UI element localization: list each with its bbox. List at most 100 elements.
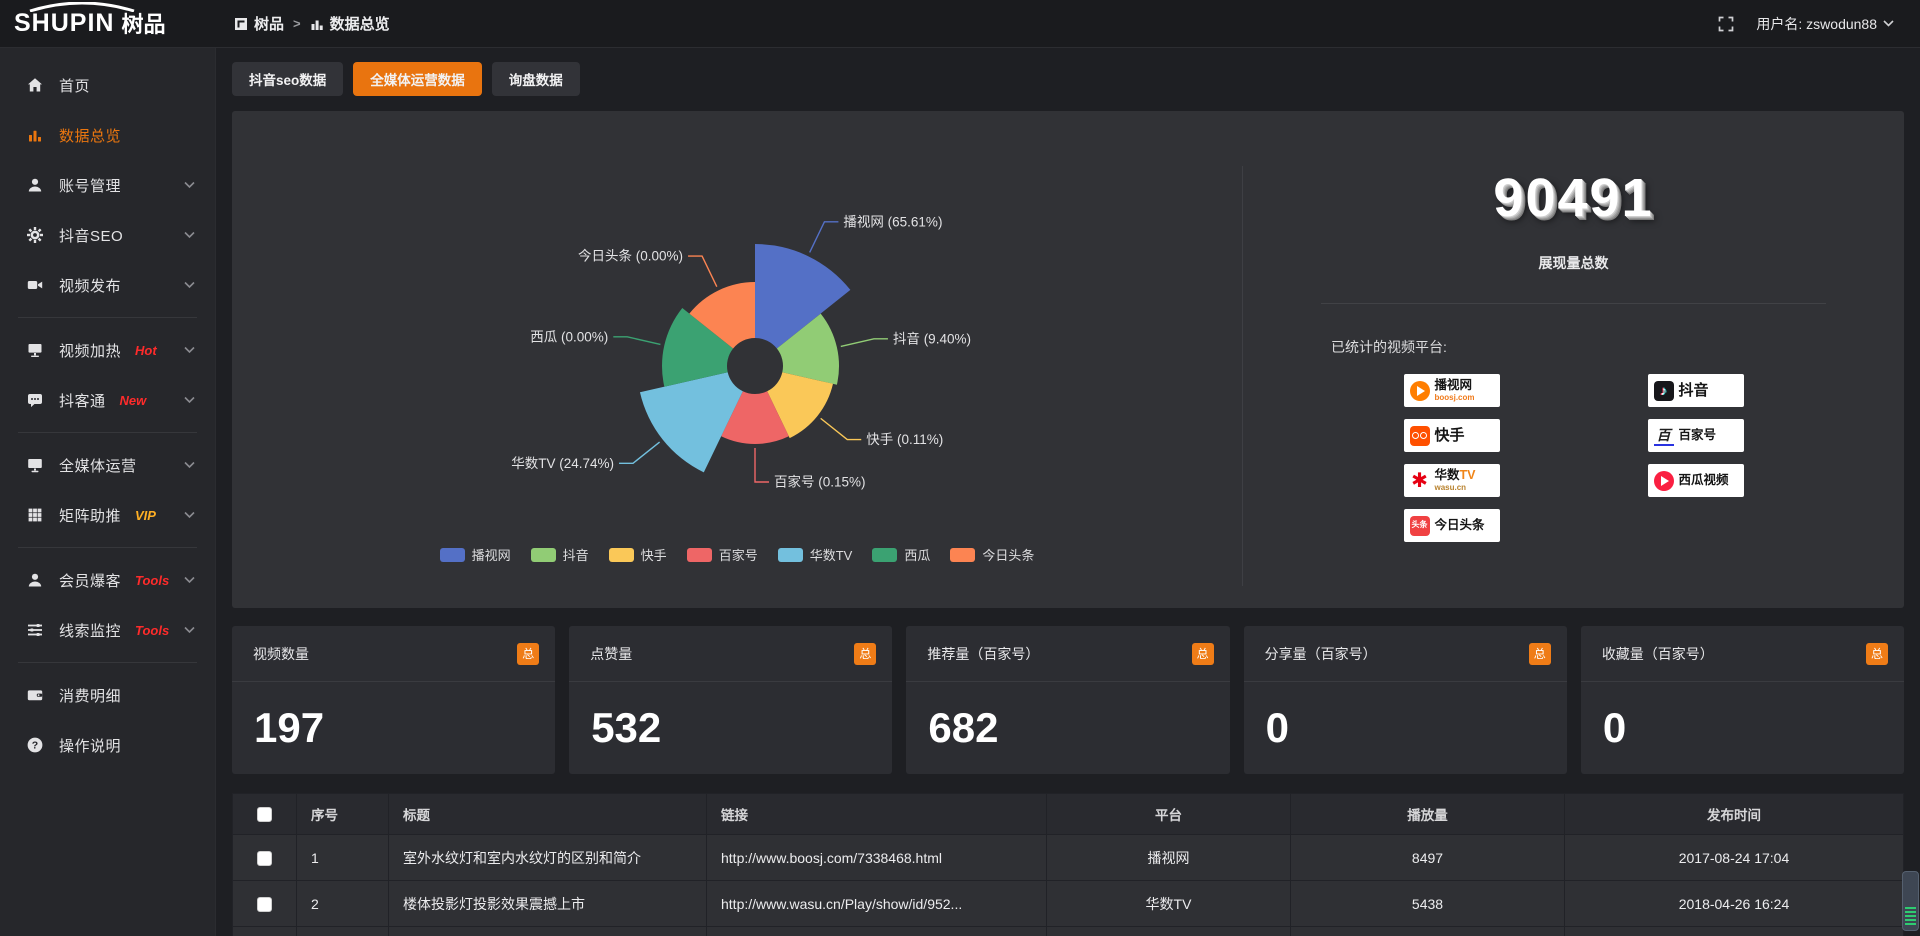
- sidebar-item-operation-guide[interactable]: ? 操作说明: [0, 720, 215, 770]
- cell-link[interactable]: http://www.wasu.cn/Play/show/id/952...: [706, 880, 1047, 927]
- home-breadcrumb-icon: [234, 17, 248, 31]
- impressions-summary: 90491 展现量总数 已统计的视频平台: 播视网 boosj.com 快手: [1243, 111, 1904, 608]
- legend-item[interactable]: 今日头条: [950, 545, 1034, 564]
- stat-card-shares: 分享量（百家号）总 0: [1243, 626, 1567, 774]
- legend-item[interactable]: 西瓜: [872, 545, 930, 564]
- rose-pie-chart: 播视网 (65.61%) 抖音 (9.40%) 快手 (0.11%) 百家号 (0.1…: [511, 214, 971, 489]
- projector-icon: [28, 344, 42, 357]
- sidebar: 首页 数据总览 账号管理 抖音SEO 视频发布 视频加热 Hot: [0, 48, 216, 936]
- monitor-icon: [28, 459, 42, 473]
- tab-media-operation-data[interactable]: 全媒体运营数据: [353, 62, 482, 96]
- legend-swatch: [608, 547, 634, 562]
- platforms-grid: 播视网 boosj.com 快手 ✱ 华数TV wasu.cn 头条 今日头条: [1243, 374, 1904, 542]
- pie-label-line: [754, 448, 769, 483]
- gear-icon: [27, 227, 43, 243]
- stat-card-video-count: 视频数量总 197: [232, 626, 556, 774]
- boosj-icon: [1409, 380, 1430, 401]
- sidebar-divider: [18, 432, 197, 433]
- logo-suffix: 树品: [121, 12, 166, 37]
- impressions-total: 90491: [1493, 168, 1654, 228]
- xigua-icon: [1653, 470, 1674, 491]
- sidebar-divider: [18, 662, 197, 663]
- pie-label-line: [840, 338, 888, 348]
- legend-item[interactable]: 百家号: [686, 545, 758, 564]
- platforms-title: 已统计的视频平台:: [1331, 339, 1447, 355]
- legend-swatch: [950, 547, 976, 562]
- stat-value: 0: [1265, 704, 1289, 751]
- hot-badge: Hot: [135, 342, 157, 358]
- cell-title[interactable]: 楼体投影灯投影效果震撼上市: [388, 880, 707, 927]
- cell-platform: 华数TV: [1046, 880, 1291, 927]
- sidebar-item-data-overview[interactable]: 数据总览: [0, 110, 215, 160]
- pie-slice-快手[interactable]: [767, 372, 833, 439]
- cell-link[interactable]: http://www.boosj.com/7338468.html: [706, 834, 1047, 881]
- breadcrumb-home[interactable]: 树品: [254, 16, 285, 33]
- pie-slice-西瓜[interactable]: [662, 308, 734, 387]
- sidebar-item-douketong[interactable]: 抖客通 New: [0, 375, 215, 425]
- legend-item[interactable]: 快手: [608, 545, 667, 564]
- pie-slice-华数TV[interactable]: [639, 372, 743, 473]
- stat-card-likes: 点赞量总 532: [569, 626, 893, 774]
- pie-slice-label: 西瓜 (0.00%): [530, 329, 608, 344]
- tools-badge: Tools: [135, 572, 170, 588]
- platform-badge-boosj: 播视网 boosj.com: [1403, 374, 1500, 407]
- new-badge: New: [119, 392, 147, 408]
- fullscreen-icon[interactable]: [1718, 16, 1734, 32]
- chevron-down-icon: [184, 511, 195, 519]
- select-all-checkbox[interactable]: [257, 806, 272, 822]
- legend-item[interactable]: 播视网: [439, 545, 511, 564]
- pie-label-line: [613, 336, 661, 346]
- chart-legend: 播视网 抖音 快手 百家号 华数TV 西瓜 今日头条: [232, 545, 1242, 564]
- sidebar-item-video-publish[interactable]: 视频发布: [0, 260, 215, 310]
- scroll-widget[interactable]: [1902, 871, 1919, 931]
- sidebar-item-matrix-boost[interactable]: 矩阵助推 VIP: [0, 490, 215, 540]
- legend-item[interactable]: 抖音: [530, 545, 589, 564]
- chevron-down-icon: [1883, 20, 1894, 27]
- pie-slice-今日头条[interactable]: [689, 282, 755, 349]
- col-header-publish-time: 发布时间: [1564, 793, 1904, 835]
- chevron-down-icon: [184, 396, 195, 404]
- sidebar-item-clue-monitor[interactable]: 线索监控 Tools: [0, 605, 215, 655]
- legend-item[interactable]: 华数TV: [777, 545, 852, 564]
- bar-chart-breadcrumb-icon: [310, 17, 324, 31]
- row-checkbox[interactable]: [257, 850, 272, 866]
- pie-slice-label: 华数TV (24.74%): [511, 456, 614, 471]
- help-icon: ?: [27, 737, 43, 753]
- stat-card-recommendations: 推荐量（百家号）总 682: [906, 626, 1230, 774]
- pie-label-line: [688, 255, 718, 288]
- table-header-row: 序号 标题 链接 平台 播放量 发布时间: [232, 793, 1904, 835]
- tab-inquiry-data[interactable]: 询盘数据: [491, 62, 580, 96]
- platform-badge-douyin: ♪ 抖音: [1647, 374, 1744, 407]
- video-camera-icon: [27, 281, 43, 289]
- vip-badge: VIP: [135, 507, 156, 523]
- sidebar-item-home[interactable]: 首页: [0, 60, 215, 110]
- pie-slice-播视网[interactable]: [755, 244, 851, 349]
- pie-label-line: [820, 417, 862, 441]
- legend-swatch: [872, 547, 898, 562]
- sidebar-item-account-management[interactable]: 账号管理: [0, 160, 215, 210]
- pie-slice-百家号[interactable]: [721, 391, 789, 445]
- sidebar-item-video-heat[interactable]: 视频加热 Hot: [0, 325, 215, 375]
- stat-cards: 视频数量总 197 点赞量总 532 推荐量（百家号）总 682 分享量（百家号…: [232, 626, 1905, 774]
- total-badge: 总: [517, 642, 540, 665]
- breadcrumb-separator: >: [293, 16, 301, 31]
- row-checkbox[interactable]: [257, 896, 272, 912]
- pie-slice-抖音[interactable]: [776, 313, 839, 385]
- cell-title[interactable]: 室外水纹灯和室内水纹灯的区别和简介: [388, 834, 707, 881]
- pie-slice-label: 抖音 (9.40%): [893, 330, 971, 346]
- col-header-link: 链接: [706, 793, 1047, 835]
- sidebar-item-member-leads[interactable]: 会员爆客 Tools: [0, 555, 215, 605]
- sidebar-item-consumption-detail[interactable]: 消费明细: [0, 670, 215, 720]
- stat-value: 197: [254, 704, 325, 751]
- wasu-icon: ✱: [1411, 469, 1428, 492]
- platforms-column-left: 播视网 boosj.com 快手 ✱ 华数TV wasu.cn 头条 今日头条: [1403, 374, 1500, 542]
- sidebar-item-douyin-seo[interactable]: 抖音SEO: [0, 210, 215, 260]
- pie-slice-label: 快手 (0.11%): [866, 432, 943, 447]
- sidebar-item-media-operation[interactable]: 全媒体运营: [0, 440, 215, 490]
- user-menu[interactable]: 用户名: zswodun88: [1756, 14, 1894, 34]
- sidebar-divider: [18, 317, 197, 318]
- tab-douyin-seo-data[interactable]: 抖音seo数据: [232, 62, 344, 96]
- total-badge: 总: [1191, 642, 1214, 665]
- svg-text:?: ?: [32, 740, 38, 752]
- user-icon: [28, 178, 42, 192]
